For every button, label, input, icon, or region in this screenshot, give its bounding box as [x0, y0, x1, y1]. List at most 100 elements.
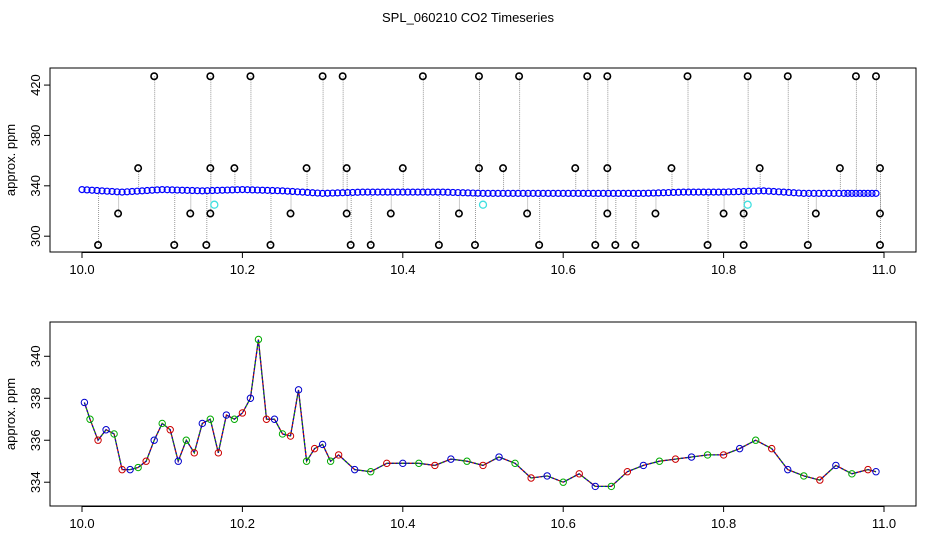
data-point — [198, 187, 206, 195]
data-point — [94, 436, 102, 444]
data-point — [93, 186, 101, 195]
data-point — [214, 449, 223, 457]
data-point — [404, 188, 412, 196]
data-point — [258, 186, 267, 194]
data-point — [449, 188, 457, 197]
data-point — [444, 188, 452, 196]
data-point — [349, 188, 357, 197]
data-point — [820, 189, 828, 197]
data-point — [429, 188, 437, 196]
outlier-point — [366, 241, 375, 250]
data-point — [848, 189, 856, 197]
outlier-point — [875, 164, 884, 173]
outlier-point — [338, 72, 347, 81]
outlier-point — [346, 241, 355, 250]
data-point — [639, 189, 648, 197]
data-point — [150, 436, 158, 444]
data-point — [133, 187, 141, 195]
data-point — [554, 189, 562, 197]
outlier-point — [318, 72, 327, 81]
data-point — [223, 186, 231, 194]
data-point — [308, 189, 317, 197]
data-point — [800, 472, 808, 480]
data-point — [110, 430, 118, 438]
outlier-point — [470, 241, 479, 250]
data-point — [318, 440, 327, 449]
data-point — [504, 189, 512, 197]
data-point — [844, 189, 852, 197]
outlier-point — [386, 209, 395, 218]
data-point — [138, 187, 146, 195]
data-point — [725, 188, 733, 196]
data-point — [113, 188, 121, 196]
data-point — [102, 426, 110, 434]
outlier-point — [591, 241, 600, 250]
data-point — [463, 457, 471, 465]
data-point — [790, 189, 798, 197]
data-point — [182, 436, 190, 444]
data-point — [98, 187, 106, 195]
data-point — [394, 188, 402, 196]
data-point — [254, 335, 263, 344]
data-point — [495, 453, 503, 461]
data-point — [118, 188, 126, 196]
data-point — [805, 189, 813, 197]
outlier-point — [875, 241, 884, 250]
data-point — [594, 189, 602, 197]
outlier-point — [703, 241, 712, 250]
data-point — [270, 415, 279, 423]
bottom-ylabel: approx. ppm — [3, 378, 18, 450]
outlier-point — [719, 209, 728, 218]
outlier-point — [515, 72, 524, 81]
data-point — [499, 189, 507, 197]
data-point — [816, 476, 824, 484]
data-point — [142, 457, 150, 465]
data-point — [86, 415, 94, 423]
data-point — [539, 189, 547, 197]
data-point — [856, 189, 864, 197]
data-point — [326, 457, 335, 465]
data-point — [324, 189, 332, 197]
data-point — [745, 187, 753, 195]
chart-title: SPL_060210 CO2 Timeseries — [382, 10, 554, 25]
data-point — [434, 188, 442, 196]
x-tick-label: 10.6 — [551, 516, 576, 531]
data-point — [278, 187, 287, 195]
data-point — [872, 189, 880, 197]
data-point — [604, 189, 612, 197]
outlier-point — [134, 164, 143, 173]
outlier-point — [851, 72, 860, 81]
outlier-point — [302, 164, 311, 173]
outlier-point — [631, 241, 640, 250]
data-point — [494, 189, 502, 197]
data-point — [148, 186, 156, 194]
outlier-point — [811, 209, 820, 218]
data-point — [454, 188, 462, 197]
data-point — [108, 187, 116, 196]
data-point — [384, 188, 392, 196]
outlier-point — [206, 164, 215, 173]
outlier-point — [743, 72, 752, 81]
data-point — [479, 189, 487, 197]
data-point — [719, 451, 728, 459]
data-point — [246, 394, 255, 402]
data-point — [735, 444, 744, 453]
data-point — [163, 186, 171, 194]
outlier-point — [803, 241, 812, 250]
data-point — [684, 188, 693, 196]
data-point — [514, 189, 522, 197]
data-point — [278, 430, 287, 438]
y-tick-label: 336 — [28, 429, 43, 451]
data-point — [639, 461, 648, 470]
data-point — [379, 188, 387, 196]
data-point — [166, 426, 174, 434]
data-point — [222, 411, 231, 419]
data-point — [233, 186, 241, 194]
outlier-point — [266, 241, 275, 250]
data-point — [319, 189, 327, 197]
outlier-point — [611, 241, 620, 250]
data-point — [591, 482, 599, 491]
outlier-point — [434, 241, 443, 250]
data-point — [730, 188, 738, 196]
data-point — [339, 189, 347, 197]
